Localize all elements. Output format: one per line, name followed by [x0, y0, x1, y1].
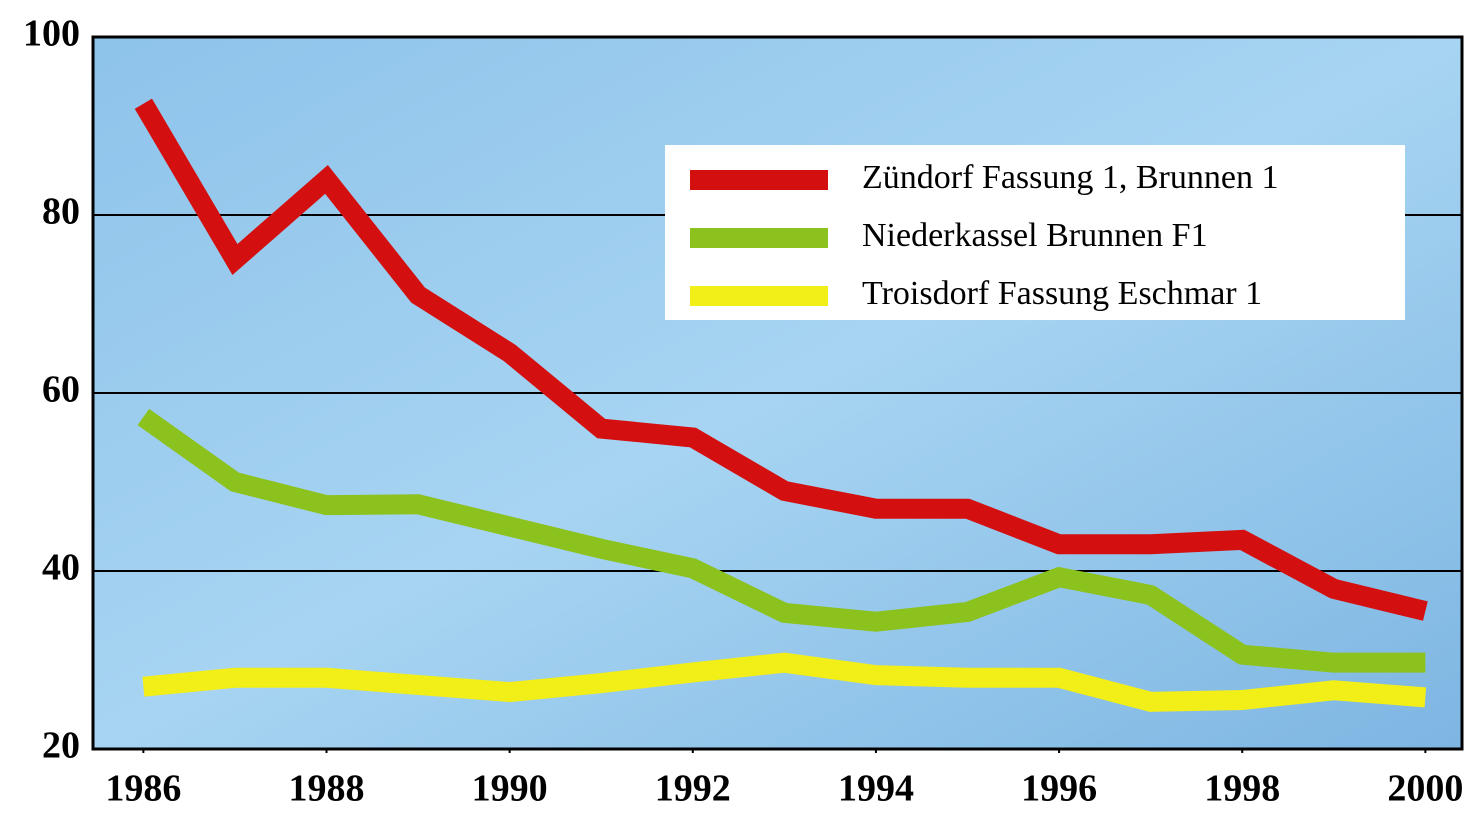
y-tick-label: 20: [42, 725, 80, 767]
x-tick-label: 1990: [472, 768, 548, 810]
chart: Zündorf Fassung 1, Brunnen 1 Niederkassel…: [0, 0, 1468, 814]
x-tick-label: 1992: [655, 768, 731, 810]
legend-label: Troisdorf Fassung Eschmar 1: [862, 275, 1262, 312]
x-tick-label: 1994: [838, 768, 914, 810]
x-tick-label: 1998: [1204, 768, 1280, 810]
y-tick-label: 40: [42, 547, 80, 589]
legend-label: Zündorf Fassung 1, Brunnen 1: [862, 159, 1278, 196]
x-tick-label: 2000: [1387, 768, 1463, 810]
y-tick-label: 60: [42, 369, 80, 411]
x-tick-label: 1988: [289, 768, 365, 810]
y-tick-label: 80: [42, 191, 80, 233]
x-tick-label: 1996: [1021, 768, 1097, 810]
legend-label: Niederkassel Brunnen F1: [862, 217, 1208, 254]
y-tick-label: 100: [23, 13, 80, 55]
x-tick-label: 1986: [105, 768, 181, 810]
